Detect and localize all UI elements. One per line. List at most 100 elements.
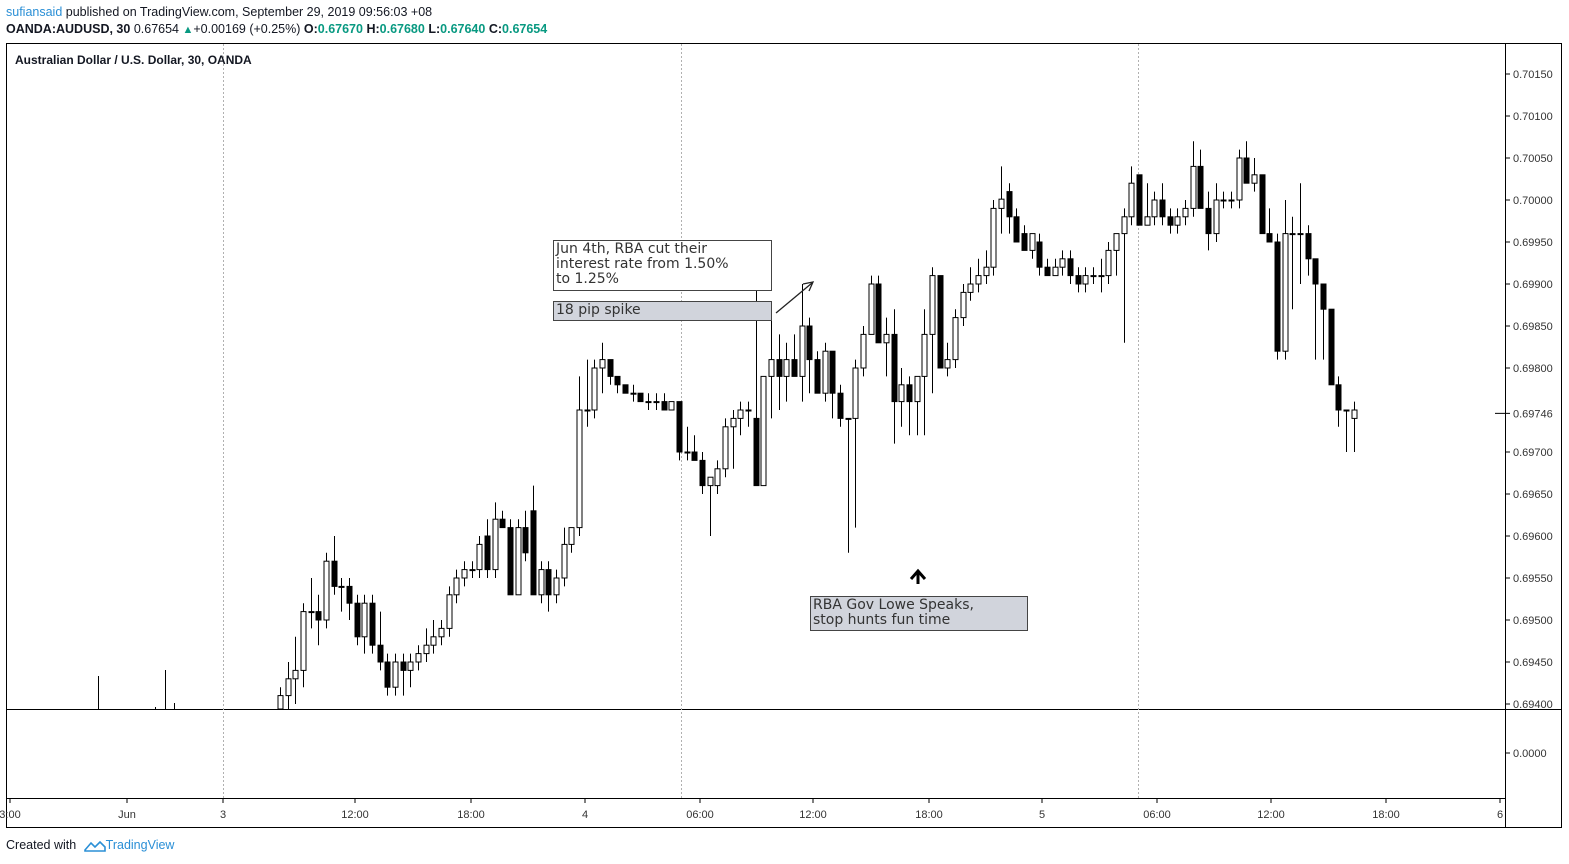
price-tick-label: 0.69800	[1513, 363, 1553, 375]
candle	[691, 435, 698, 461]
ohlc-legend: OANDA:AUDUSD, 30 0.67654 ▲+0.00169 (+0.2…	[6, 22, 547, 36]
candle	[568, 527, 575, 553]
candle	[906, 376, 913, 436]
candle	[783, 342, 790, 402]
candle	[423, 628, 430, 662]
time-tick-label: 4	[582, 809, 588, 821]
price-tick-label: 0.69400	[1513, 699, 1553, 711]
candle	[645, 393, 652, 410]
candle	[1289, 216, 1296, 310]
price-tick-label: 0.70000	[1513, 195, 1553, 207]
candle	[591, 359, 598, 419]
candle	[369, 594, 376, 654]
candle	[898, 368, 905, 427]
candle	[1335, 376, 1342, 427]
last-price: 0.67654	[133, 22, 179, 36]
candle	[1136, 174, 1143, 226]
price-tick-label: 0.69650	[1513, 489, 1553, 501]
candle	[1243, 141, 1250, 184]
candle	[584, 359, 591, 427]
candle	[392, 653, 399, 696]
candle	[1013, 208, 1020, 243]
candle	[438, 620, 445, 646]
candle	[377, 611, 384, 671]
candle	[921, 309, 928, 436]
candle	[469, 561, 476, 578]
time-tick-label: 3:00	[0, 809, 21, 821]
candle	[1006, 183, 1013, 234]
triangle-up-icon: ▲	[182, 24, 194, 36]
candle	[1021, 225, 1028, 251]
candle	[1098, 258, 1105, 293]
candle	[453, 569, 460, 604]
candle	[1059, 250, 1066, 276]
lowe-note[interactable]: RBA Gov Lowe Speaks, stop hunts fun time	[810, 596, 1028, 631]
candle	[967, 267, 974, 301]
candle	[937, 275, 944, 369]
time-tick-label: 18:00	[1372, 809, 1400, 821]
candle	[1090, 267, 1097, 284]
candle	[484, 519, 491, 578]
candle	[1213, 183, 1220, 242]
rate-cut-note[interactable]: Jun 4th, RBA cut their interest rate fro…	[553, 240, 772, 291]
candle	[338, 578, 345, 612]
candle	[883, 317, 890, 377]
spike-arrow-head	[802, 281, 815, 292]
candle	[730, 410, 737, 469]
price-tick-label: 0.69550	[1513, 573, 1553, 585]
candle	[1052, 258, 1059, 277]
candle	[998, 166, 1005, 234]
spike-note[interactable]: 18 pip spike	[553, 301, 772, 321]
candle	[1236, 149, 1243, 209]
candle	[852, 359, 859, 528]
candle	[277, 687, 284, 710]
open-label: O:	[303, 22, 318, 36]
candle	[308, 578, 315, 629]
candle	[1144, 183, 1151, 226]
candle	[1266, 208, 1273, 243]
candle	[737, 401, 744, 436]
price-tick-label: 0.69746	[1513, 408, 1553, 420]
chart-frame	[6, 43, 1562, 828]
price-tick-label: 0.70150	[1513, 69, 1553, 81]
time-tick-label: 12:00	[1257, 809, 1285, 821]
candle	[1029, 233, 1036, 259]
candle	[1282, 200, 1289, 360]
candle	[753, 258, 760, 487]
candle	[630, 384, 637, 402]
candle	[361, 594, 368, 654]
candle	[323, 552, 330, 629]
candle	[522, 510, 529, 562]
candle	[990, 200, 997, 276]
candle	[415, 645, 422, 671]
candle	[346, 578, 353, 620]
candle	[1343, 409, 1350, 452]
candle	[407, 653, 414, 688]
candle	[1297, 183, 1304, 284]
candle	[446, 586, 453, 637]
candle	[499, 510, 506, 529]
author-link[interactable]: sufiansaid	[6, 5, 63, 19]
time-tick-label: 06:00	[1143, 809, 1171, 821]
price-tick-label: 0.70100	[1513, 111, 1553, 123]
candle	[492, 502, 499, 578]
footer: Created with TradingView	[6, 838, 174, 852]
candle	[1251, 158, 1258, 192]
candle	[1167, 208, 1174, 234]
low-label: L:	[428, 22, 441, 36]
candle	[791, 334, 798, 377]
candle	[875, 275, 882, 344]
candle	[676, 401, 683, 461]
candle	[599, 342, 606, 394]
candle	[891, 309, 898, 444]
tradingview-link[interactable]: TradingView	[105, 838, 175, 852]
candle	[1075, 267, 1082, 293]
time-tick-label: 6	[1497, 809, 1503, 821]
tradingview-logo-icon	[83, 840, 106, 852]
candle	[829, 350, 836, 419]
price-tick-label: 0.69450	[1513, 657, 1553, 669]
spike-arrow-line	[775, 282, 813, 314]
candle	[776, 334, 783, 410]
candle	[768, 317, 775, 419]
